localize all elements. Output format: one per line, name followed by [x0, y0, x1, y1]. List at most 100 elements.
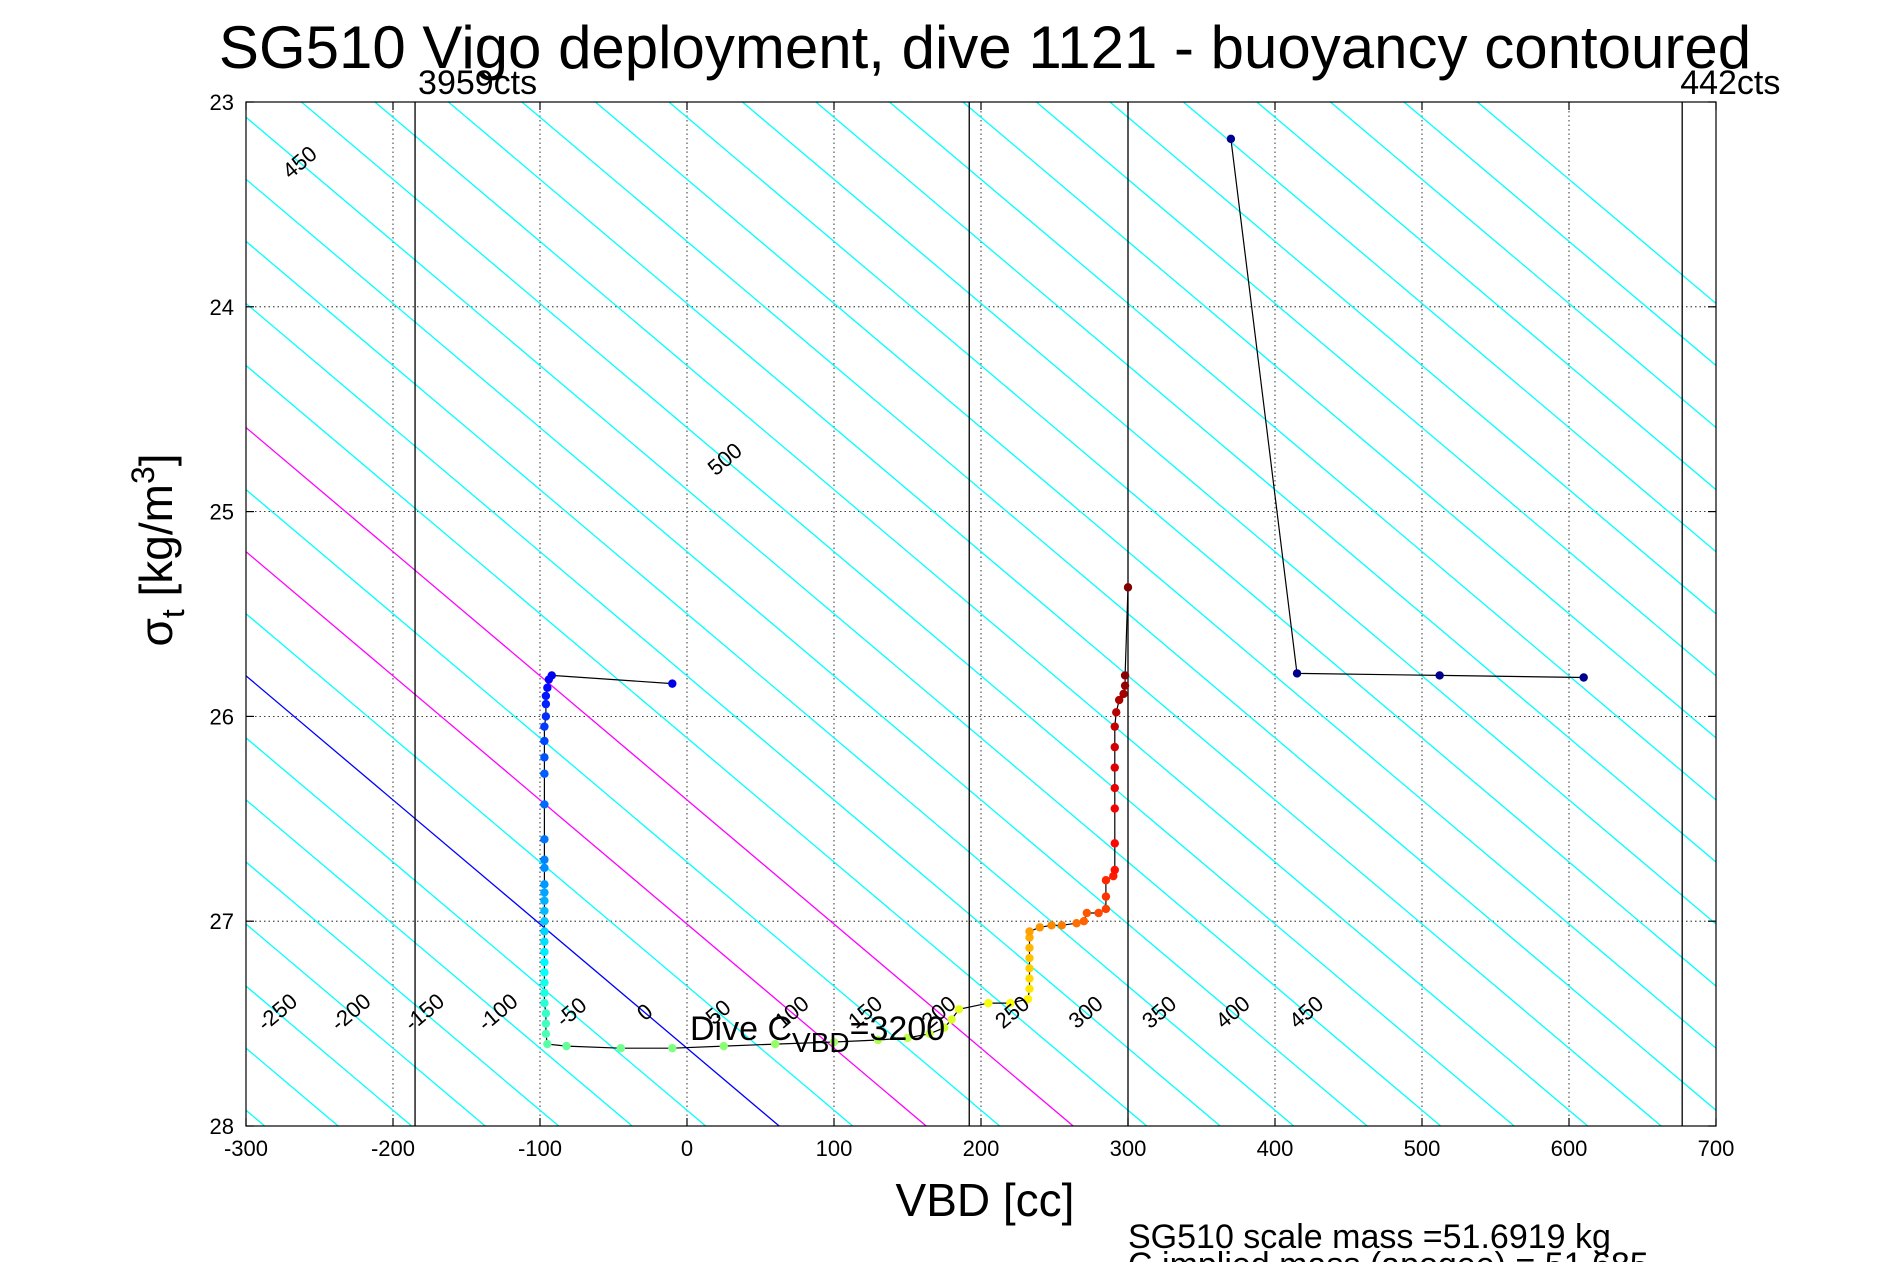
dive-point	[668, 1043, 677, 1053]
dive-point	[540, 769, 549, 778]
x-tick-label: 300	[1110, 1136, 1147, 1161]
dive-point	[1025, 964, 1034, 973]
dive-point	[1101, 904, 1111, 914]
dive-point	[540, 947, 549, 957]
dive-point	[1072, 919, 1081, 928]
dive-point	[1110, 865, 1119, 875]
dive-point	[1025, 953, 1034, 963]
buoyancy-contour-line	[246, 550, 927, 1126]
x-tick-label: 0	[681, 1136, 693, 1161]
chart-title: SG510 Vigo deployment, dive 1121 - buoya…	[219, 14, 1751, 81]
dive-point	[540, 906, 549, 916]
buoyancy-contour-line	[668, 102, 1716, 987]
dive-point	[1110, 839, 1119, 848]
dive-point	[940, 1023, 949, 1032]
dive-point	[540, 722, 549, 731]
x-tick-label: 700	[1698, 1136, 1735, 1161]
x-axis-ticks: -300 -200 -100 0 100 200 300 400 500 600 700	[224, 102, 1734, 1161]
dive-point	[1057, 921, 1067, 930]
buoyancy-contour-line	[1476, 102, 1716, 305]
buoyancy-contour-line	[447, 102, 1662, 1126]
buoyancy-contour-line	[246, 178, 1368, 1126]
buoyancy-contour-line	[594, 102, 1716, 1050]
count-label: 442cts	[1680, 64, 1780, 102]
buoyancy-contour-line	[246, 861, 560, 1126]
dive-point	[540, 880, 549, 889]
buoyancy-contour-line	[246, 116, 1442, 1126]
climb-point	[1435, 671, 1444, 680]
buoyancy-contour-line	[1403, 102, 1716, 367]
y-tick-label: 24	[210, 295, 234, 320]
implied-mass-text: implied mass (apogee) = 51.685	[1153, 1246, 1649, 1262]
svg-text:σt [kg/m3]: σt [kg/m3]	[125, 453, 191, 646]
buoyancy-contour-line	[246, 302, 1221, 1126]
dive-point	[540, 957, 549, 967]
dive-point	[925, 1029, 934, 1039]
dive-point	[540, 988, 549, 998]
implied-mass-prefix: C	[1128, 1246, 1153, 1262]
dive-point	[829, 1037, 839, 1047]
buoyancy-contour-line	[815, 102, 1716, 863]
buoyancy-contour-line	[962, 102, 1716, 739]
dive-point	[1110, 722, 1119, 731]
buoyancy-contour-line	[246, 488, 1001, 1126]
buoyancy-contour-line	[300, 102, 1515, 1126]
x-tick-label: 600	[1551, 1136, 1588, 1161]
dive-point	[540, 753, 549, 762]
dive-point	[540, 978, 549, 987]
implied-mass-note: C implied mass (apogee) = 51.685	[1128, 1246, 1649, 1262]
dive-point	[541, 1029, 551, 1039]
dive-point	[1119, 689, 1128, 699]
buoyancy-contour-line	[246, 240, 1295, 1126]
dive-point	[1114, 695, 1124, 705]
dive-point	[540, 855, 549, 864]
dive-point	[541, 1009, 551, 1018]
buoyancy-contour-line	[1109, 102, 1716, 615]
buoyancy-contour-line	[374, 102, 1589, 1126]
y-axis-label-exponent: 3	[125, 466, 161, 484]
dive-point	[540, 968, 549, 977]
dive-point	[1101, 892, 1111, 901]
dive-point	[1025, 984, 1034, 993]
dive-point	[544, 675, 554, 684]
dive-point	[540, 927, 549, 936]
y-axis-label-subscript: t	[155, 609, 191, 618]
dive-point	[903, 1033, 912, 1043]
buoyancy-contour-line	[246, 426, 1074, 1126]
dive-point	[1025, 943, 1034, 953]
dive-point	[1047, 921, 1056, 930]
dive-point	[1035, 923, 1045, 932]
dive-point	[771, 1039, 780, 1049]
buoyancy-contour-line	[246, 799, 633, 1126]
dive-point	[540, 736, 549, 746]
buoyancy-contour-line	[246, 674, 780, 1126]
count-labels: 3959cts 442cts	[418, 64, 1780, 102]
dive-point	[1110, 763, 1119, 772]
y-tick-label: 26	[210, 704, 234, 729]
y-axis-label-symbol: σ	[130, 618, 182, 646]
dive-point	[1101, 876, 1111, 885]
y-axis-label-unit: [kg/m	[130, 484, 182, 609]
dive-cvbd-subscript: VBD	[792, 1027, 850, 1058]
dive-point	[719, 1041, 728, 1051]
buoyancy-contour-line	[246, 364, 1148, 1126]
dive-point	[1112, 708, 1121, 717]
dive-point	[1025, 974, 1034, 983]
dive-cvbd-prefix: Dive C	[690, 1010, 792, 1048]
dive-point	[540, 888, 549, 897]
dive-point	[1120, 681, 1130, 690]
dive-cvbd-value: =3200	[850, 1010, 946, 1048]
y-axis-label: σt [kg/m3]	[125, 453, 191, 646]
dive-point	[541, 691, 551, 701]
climb-point	[1579, 673, 1588, 682]
dive-point	[1110, 742, 1119, 752]
dive-point	[947, 1015, 956, 1024]
x-tick-label: -100	[518, 1136, 562, 1161]
dive-point	[540, 835, 549, 844]
dive-point	[540, 896, 549, 905]
buoyancy-contour-line	[246, 923, 486, 1126]
dive-point	[540, 998, 549, 1008]
dive-point	[540, 863, 549, 873]
dive-point	[1079, 917, 1089, 926]
buoyancy-contour-line	[741, 102, 1716, 925]
